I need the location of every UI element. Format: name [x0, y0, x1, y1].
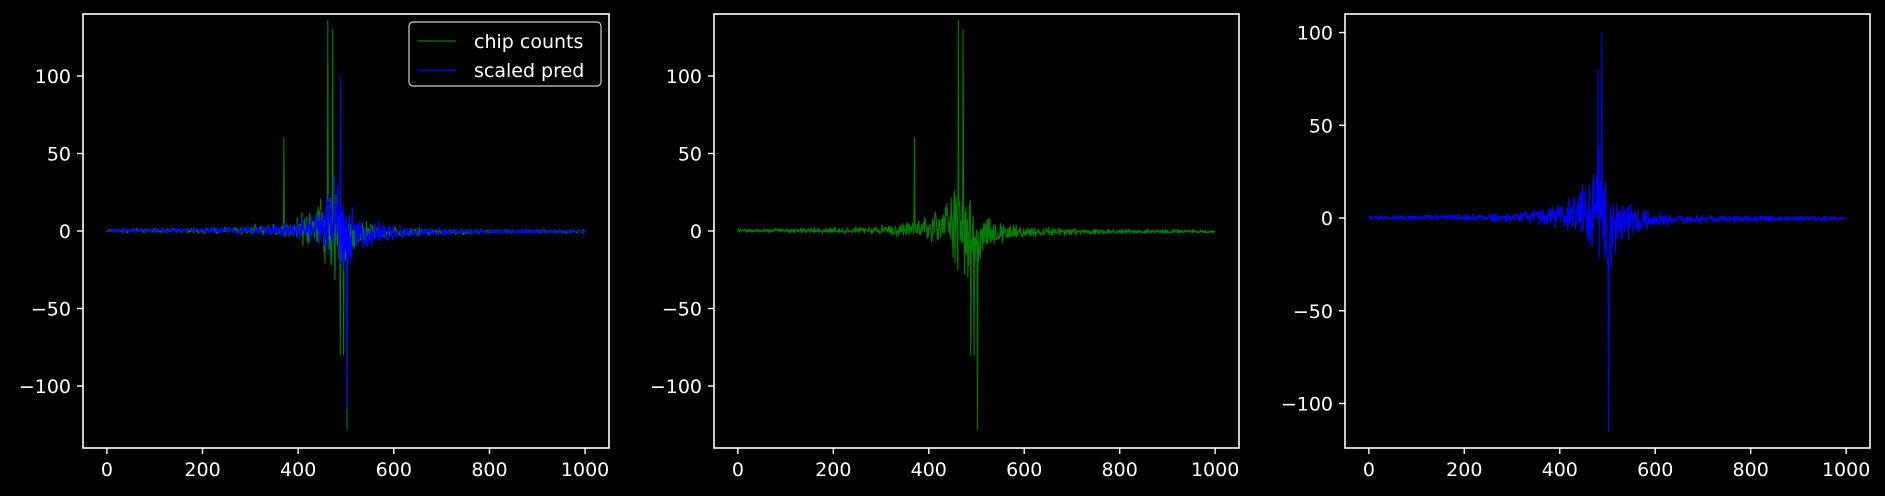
y-tick-label: 0: [690, 221, 702, 243]
series-line-trace-0-right: [1368, 31, 1847, 432]
x-tick-label: 200: [184, 459, 220, 481]
x-tick-label: 800: [1102, 459, 1138, 481]
chart-panel-left: 0 200 400 600 800 1000 −100 −50 0 50 100 chip count…: [19, 13, 610, 481]
series-line-scaled-pred-left: [106, 75, 586, 410]
x-tick-label: 200: [1446, 459, 1482, 481]
x-tick-label: 200: [815, 459, 851, 481]
chart-panel-right: 0 200 400 600 800 1000 −100 −50 0 50 100: [1281, 13, 1871, 481]
y-tick-label: −50: [31, 299, 71, 321]
y-tick-label: 100: [666, 66, 702, 88]
y-tick-label: −100: [650, 376, 702, 398]
x-tick-label: 800: [1733, 459, 1769, 481]
x-tick-label: 1000: [561, 459, 609, 481]
x-tick-label: 0: [101, 459, 113, 481]
y-tick-label: 50: [678, 144, 702, 166]
legend: chip counts scaled pred: [408, 21, 602, 87]
legend-box: [408, 21, 602, 87]
y-tick-label: −100: [19, 376, 71, 398]
y-tick-label: 0: [1321, 208, 1333, 230]
x-tick-label: 0: [732, 459, 744, 481]
legend-label: chip counts: [474, 31, 583, 53]
x-tick-label: 0: [1363, 459, 1375, 481]
plot-area-right: [1344, 13, 1871, 449]
legend-label: scaled pred: [474, 60, 584, 82]
y-tick-label: 50: [1309, 115, 1333, 137]
y-tick-label: −50: [1293, 301, 1333, 323]
y-tick-label: 100: [35, 66, 71, 88]
x-tick-label: 400: [1542, 459, 1578, 481]
x-tick-label: 400: [911, 459, 947, 481]
y-tick-label: −50: [662, 299, 702, 321]
x-tick-label: 1000: [1191, 459, 1239, 481]
x-tick-label: 800: [471, 459, 507, 481]
y-tick-label: −100: [1281, 393, 1333, 415]
x-tick-label: 400: [280, 459, 316, 481]
series-line-trace-0-middle: [737, 19, 1216, 430]
y-tick-label: 50: [47, 144, 71, 166]
x-tick-label: 600: [1006, 459, 1042, 481]
y-tick-label: 100: [1297, 23, 1333, 45]
y-tick-label: 0: [59, 221, 71, 243]
x-tick-label: 1000: [1822, 459, 1870, 481]
chart-panel-middle: 0 200 400 600 800 1000 −100 −50 0 50 100: [650, 13, 1240, 481]
x-tick-label: 600: [376, 459, 412, 481]
x-tick-label: 600: [1637, 459, 1673, 481]
